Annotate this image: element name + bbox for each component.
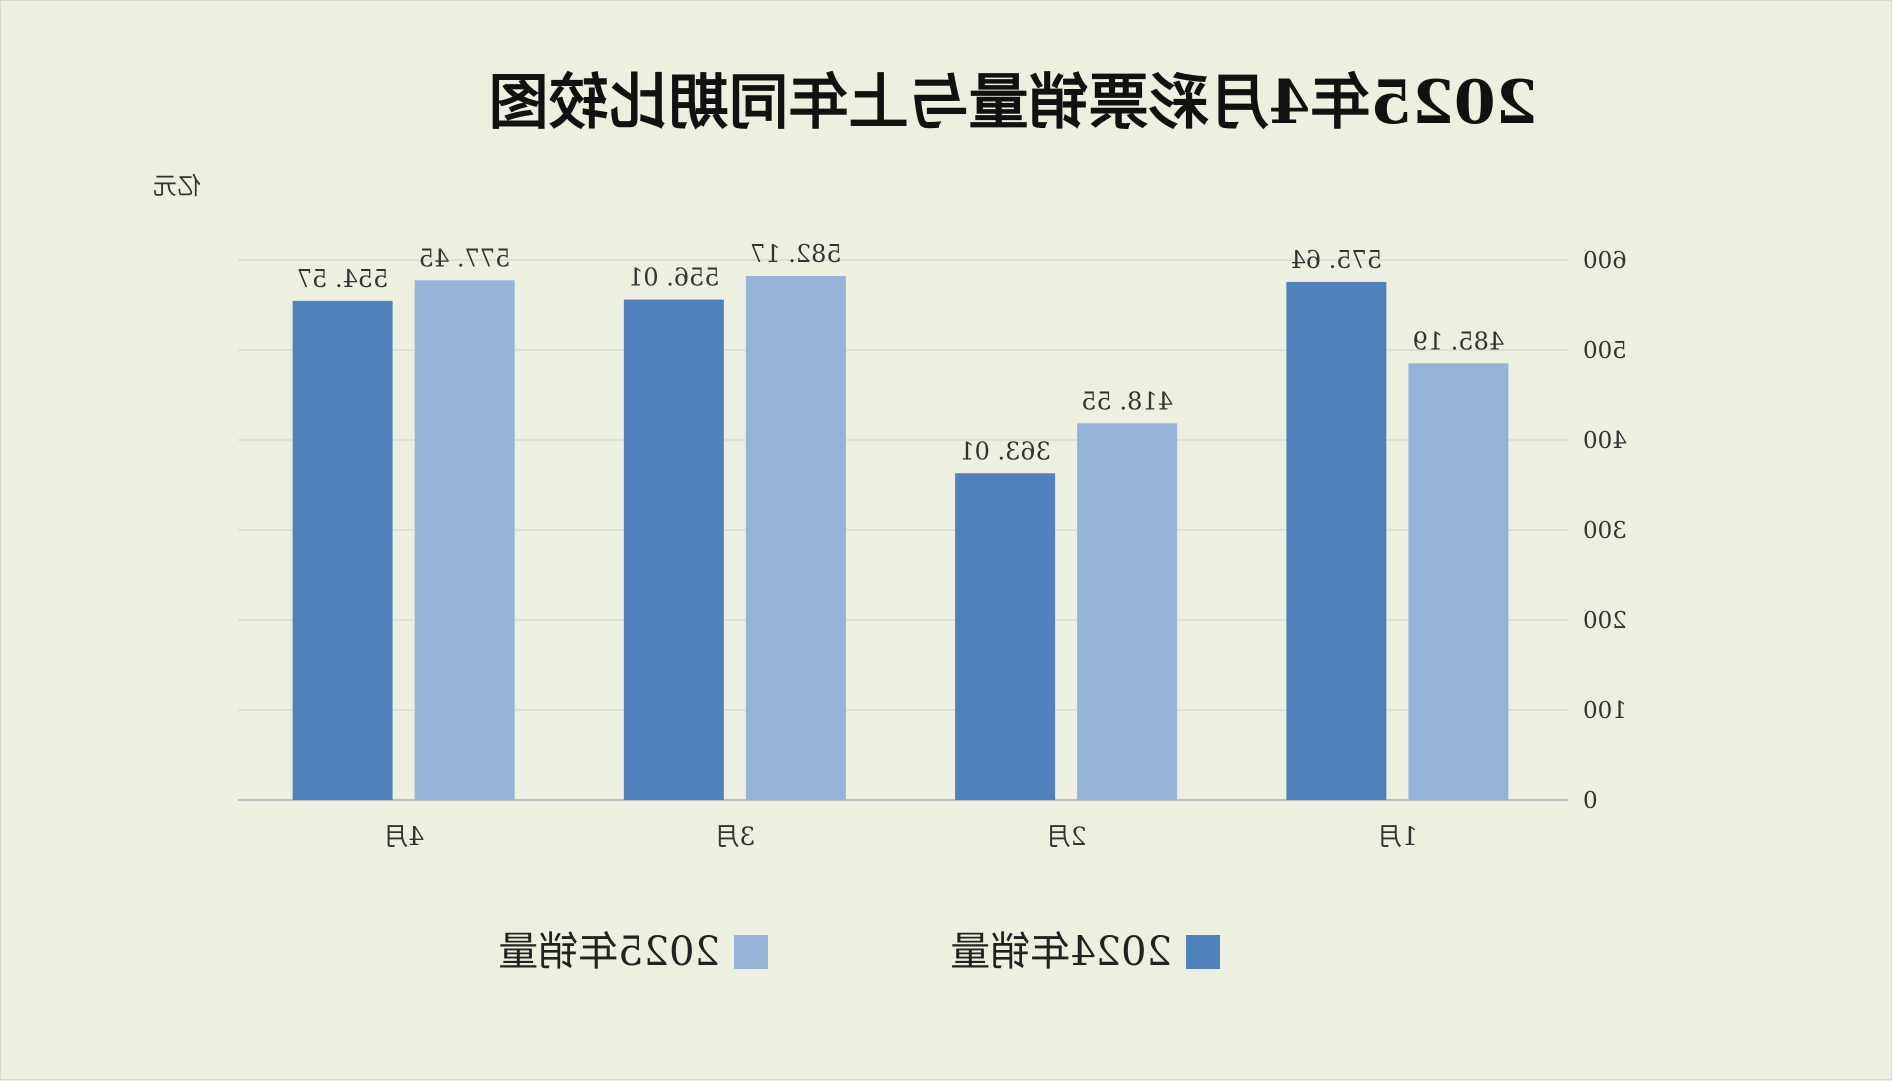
y-tick-label: 200 — [1583, 608, 1627, 634]
bar — [1408, 363, 1509, 800]
data-label: 575. 64 — [1291, 246, 1383, 274]
legend-label: 2025年销量 — [498, 929, 720, 975]
y-tick-label: 600 — [1583, 248, 1627, 274]
x-tick-label: 2月 — [1046, 822, 1087, 851]
bar — [745, 276, 846, 800]
y-tick-label: 100 — [1583, 698, 1627, 724]
x-axis-ticks: 1月 2月 3月 4月 — [383, 822, 1418, 851]
x-tick-label: 1月 — [1377, 822, 1418, 851]
legend-swatch — [734, 935, 768, 969]
data-label: 577. 45 — [419, 244, 511, 272]
bar — [1286, 281, 1387, 800]
bar — [623, 299, 724, 800]
bar — [955, 473, 1056, 800]
bar — [414, 280, 515, 800]
y-tick-label: 500 — [1583, 338, 1627, 364]
data-labels: 485. 19 575. 64 418. 55 363. 01 582. 17 556. … — [297, 240, 1504, 465]
data-label: 485. 19 — [1413, 327, 1505, 355]
y-tick-label: 300 — [1583, 518, 1627, 544]
y-axis-unit-label: 亿元 — [153, 172, 201, 200]
bar — [292, 300, 393, 800]
data-label: 363. 01 — [959, 437, 1051, 465]
bar — [1077, 423, 1178, 800]
legend-swatch — [1186, 935, 1220, 969]
y-tick-label: 400 — [1583, 428, 1627, 454]
legend-label: 2024年销量 — [950, 929, 1172, 975]
legend: 2025年销量 2024年销量 — [498, 929, 1220, 975]
x-tick-label: 3月 — [714, 822, 755, 851]
y-tick-label: 0 — [1583, 788, 1598, 814]
data-label: 554. 57 — [297, 265, 389, 293]
chart-title: 2025年4月彩票销量与上年同期比较图 — [489, 68, 1538, 138]
x-tick-label: 4月 — [383, 822, 424, 851]
bars — [292, 276, 1509, 800]
data-label: 556. 01 — [628, 264, 720, 292]
data-label: 418. 55 — [1081, 387, 1173, 415]
data-label: 582. 17 — [750, 240, 842, 268]
y-axis-ticks: 0 100 200 300 400 500 600 — [1583, 248, 1627, 814]
